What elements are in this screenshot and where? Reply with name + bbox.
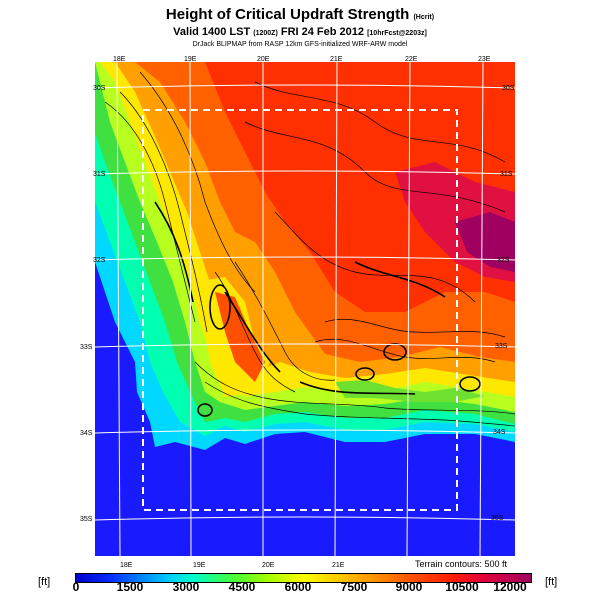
lon-label-bottom: 20E <box>262 562 275 569</box>
lat-label-left: 32S <box>93 257 106 264</box>
lon-label-top: 18E <box>113 56 126 63</box>
terrain-contour-note: Terrain contours: 500 ft <box>414 559 507 569</box>
colorbar-tick: 10500 <box>445 580 479 594</box>
valid-date: FRI 24 Feb 2012 <box>280 26 365 38</box>
colorbar-tick: 6000 <box>284 580 312 594</box>
forecast-info: [10hrFcst@2203z] <box>367 30 427 37</box>
title-block: Height of Critical Updraft Strength (Hcr… <box>0 6 600 49</box>
lat-label-left: 30S <box>93 85 106 92</box>
colorbar-tick: 1500 <box>116 580 144 594</box>
map-panel <box>95 62 515 556</box>
latlon-grid <box>95 62 515 556</box>
colorbar-tick: 4500 <box>228 580 256 594</box>
map-title: Height of Critical Updraft Strength (Hcr… <box>0 6 600 26</box>
valley-orange-ridge <box>215 292 265 382</box>
lon-label-top: 20E <box>257 56 270 63</box>
lat-label-right: 34S <box>493 429 506 436</box>
valid-line: Valid 1400 LST (1200Z) FRI 24 Feb 2012 [… <box>0 26 600 40</box>
terrain-contours <box>104 71 515 427</box>
lat-label-right: 33S <box>495 343 508 350</box>
lat-label-right: 32S <box>497 257 510 264</box>
colorbar-tick: 7500 <box>340 580 368 594</box>
title-units: (Hcrit) <box>413 14 435 21</box>
lat-label-left: 34S <box>80 430 93 437</box>
title-text: Height of Critical Updraft Strength <box>165 6 410 23</box>
terrain-contours-bold <box>154 201 481 417</box>
lat-label-right: 31S <box>500 171 513 178</box>
colorbar-unit-right: [ft] <box>545 576 558 588</box>
colorbar-tick: 12000 <box>493 580 527 594</box>
valley-green <box>335 380 485 402</box>
colorbar <box>75 573 532 583</box>
colorbar-unit-left: [ft] <box>38 576 51 588</box>
lon-label-bottom: 21E <box>332 562 345 569</box>
land-purple <box>455 212 515 272</box>
land-red <box>205 62 515 312</box>
lat-label-right: 35S <box>491 515 504 522</box>
lat-label-right: 30S <box>502 85 515 92</box>
inner-domain-box <box>142 109 458 511</box>
valid-time: Valid 1400 LST <box>173 26 251 38</box>
colorbar-tick: 0 <box>72 580 80 594</box>
lon-label-top: 21E <box>330 56 343 63</box>
lat-label-left: 33S <box>80 344 93 351</box>
lat-label-left: 35S <box>80 516 93 523</box>
lon-label-top: 23E <box>478 56 491 63</box>
lat-label-left: 31S <box>93 171 106 178</box>
colorbar-tick: 9000 <box>395 580 423 594</box>
hcrit-field-map <box>95 62 515 556</box>
lon-label-bottom: 19E <box>193 562 206 569</box>
lon-label-top: 19E <box>184 56 197 63</box>
lon-label-top: 22E <box>405 56 418 63</box>
model-credit: DrJack BLIPMAP from RASP 12km GFS-initia… <box>192 41 408 48</box>
lon-label-bottom: 18E <box>120 562 133 569</box>
valid-utc: (1200Z) <box>253 30 278 37</box>
colorbar-tick: 3000 <box>172 580 200 594</box>
